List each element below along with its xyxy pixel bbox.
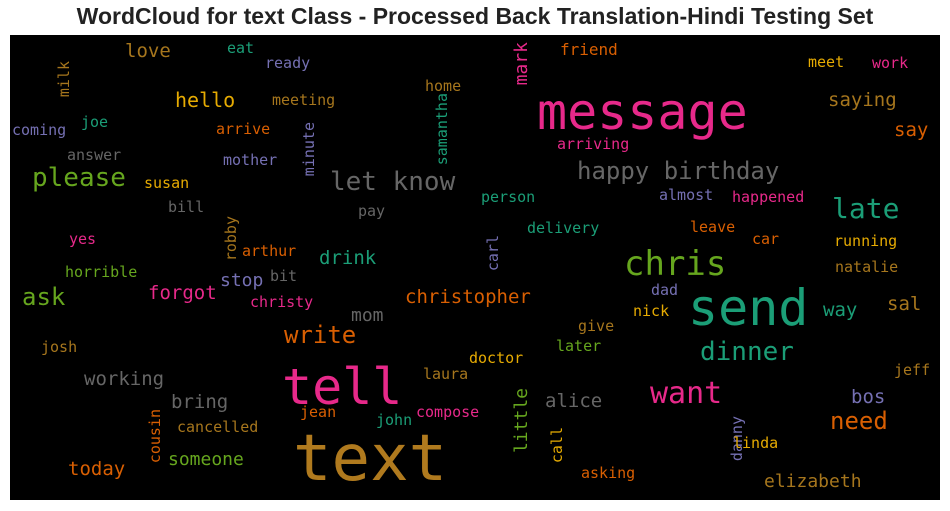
cloud-word: let know	[330, 169, 455, 195]
cloud-word: mom	[351, 307, 384, 325]
cloud-word: jean	[300, 405, 336, 420]
cloud-word: horrible	[65, 265, 137, 280]
cloud-word: pay	[358, 204, 385, 219]
cloud-word: home	[425, 79, 461, 94]
cloud-word: stop	[220, 272, 263, 290]
cloud-word: arriving	[557, 137, 629, 152]
cloud-word: linda	[733, 436, 778, 451]
cloud-word: send	[688, 283, 808, 333]
cloud-word: late	[832, 195, 899, 223]
cloud-word: happy birthday	[577, 159, 779, 183]
cloud-word: mark	[513, 42, 531, 85]
cloud-word: yes	[69, 232, 96, 247]
cloud-word: joe	[81, 115, 108, 130]
cloud-word: arrive	[216, 122, 270, 137]
cloud-word: need	[830, 409, 888, 433]
cloud-word: laura	[423, 367, 468, 382]
word-cloud: text message tell send chris let know please ha…	[10, 35, 940, 500]
cloud-word: bit	[270, 269, 297, 284]
cloud-word: nick	[633, 304, 669, 319]
cloud-word: susan	[144, 176, 189, 191]
cloud-word: say	[894, 121, 928, 140]
cloud-word: text	[293, 427, 447, 491]
cloud-word: natalie	[835, 260, 898, 275]
cloud-word: arthur	[242, 244, 296, 259]
cloud-word: ready	[265, 56, 310, 71]
cloud-word: work	[872, 56, 908, 71]
cloud-word: drink	[319, 249, 376, 268]
cloud-word: want	[650, 379, 722, 409]
cloud-word: way	[823, 301, 857, 320]
cloud-word: josh	[41, 340, 77, 355]
cloud-word: jeff	[894, 363, 930, 378]
cloud-word: compose	[416, 405, 479, 420]
cloud-word: give	[578, 319, 614, 334]
cloud-word: meet	[808, 55, 844, 70]
cloud-word: bill	[168, 200, 204, 215]
cloud-word: dad	[651, 283, 678, 298]
cloud-word: cancelled	[177, 420, 258, 435]
cloud-word: delivery	[527, 221, 599, 236]
cloud-word: cousin	[148, 409, 163, 463]
cloud-word: please	[32, 165, 126, 191]
cloud-word: asking	[581, 466, 635, 481]
cloud-word: later	[556, 339, 601, 354]
cloud-word: love	[125, 42, 171, 61]
cloud-word: saying	[828, 91, 897, 110]
cloud-word: sal	[887, 295, 921, 314]
cloud-word: coming	[12, 123, 66, 138]
cloud-word: minute	[302, 122, 317, 176]
cloud-word: bring	[171, 393, 228, 412]
cloud-word: carl	[486, 235, 501, 271]
cloud-word: forgot	[148, 284, 217, 303]
cloud-word: milk	[57, 61, 72, 97]
cloud-word: christopher	[405, 288, 531, 307]
cloud-word: message	[537, 87, 748, 137]
cloud-word: today	[68, 460, 125, 479]
cloud-word: friend	[560, 42, 618, 58]
cloud-word: car	[752, 232, 779, 247]
cloud-word: leave	[690, 220, 735, 235]
cloud-word: call	[550, 427, 565, 463]
cloud-word: alice	[545, 392, 602, 411]
cloud-word: samantha	[435, 93, 450, 165]
cloud-word: happened	[732, 190, 804, 205]
cloud-word: little	[513, 388, 531, 453]
cloud-word: almost	[659, 188, 713, 203]
cloud-word: christy	[250, 295, 313, 310]
chart-title: WordCloud for text Class - Processed Bac…	[0, 3, 950, 30]
cloud-word: working	[84, 370, 164, 389]
cloud-word: eat	[227, 41, 254, 56]
cloud-word: write	[284, 323, 356, 347]
cloud-word: john	[376, 413, 412, 428]
cloud-word: chris	[624, 247, 726, 281]
cloud-word: elizabeth	[764, 473, 862, 491]
cloud-word: dinner	[700, 339, 794, 365]
cloud-word: mother	[223, 153, 277, 168]
cloud-word: hello	[175, 90, 235, 110]
cloud-word: person	[481, 190, 535, 205]
cloud-word: robby	[224, 216, 239, 261]
cloud-word: ask	[22, 285, 65, 309]
cloud-word: meeting	[272, 93, 335, 108]
cloud-word: doctor	[469, 351, 523, 366]
cloud-word: someone	[168, 451, 244, 469]
cloud-word: running	[834, 234, 897, 249]
cloud-word: answer	[67, 148, 121, 163]
cloud-word: bos	[851, 388, 885, 407]
